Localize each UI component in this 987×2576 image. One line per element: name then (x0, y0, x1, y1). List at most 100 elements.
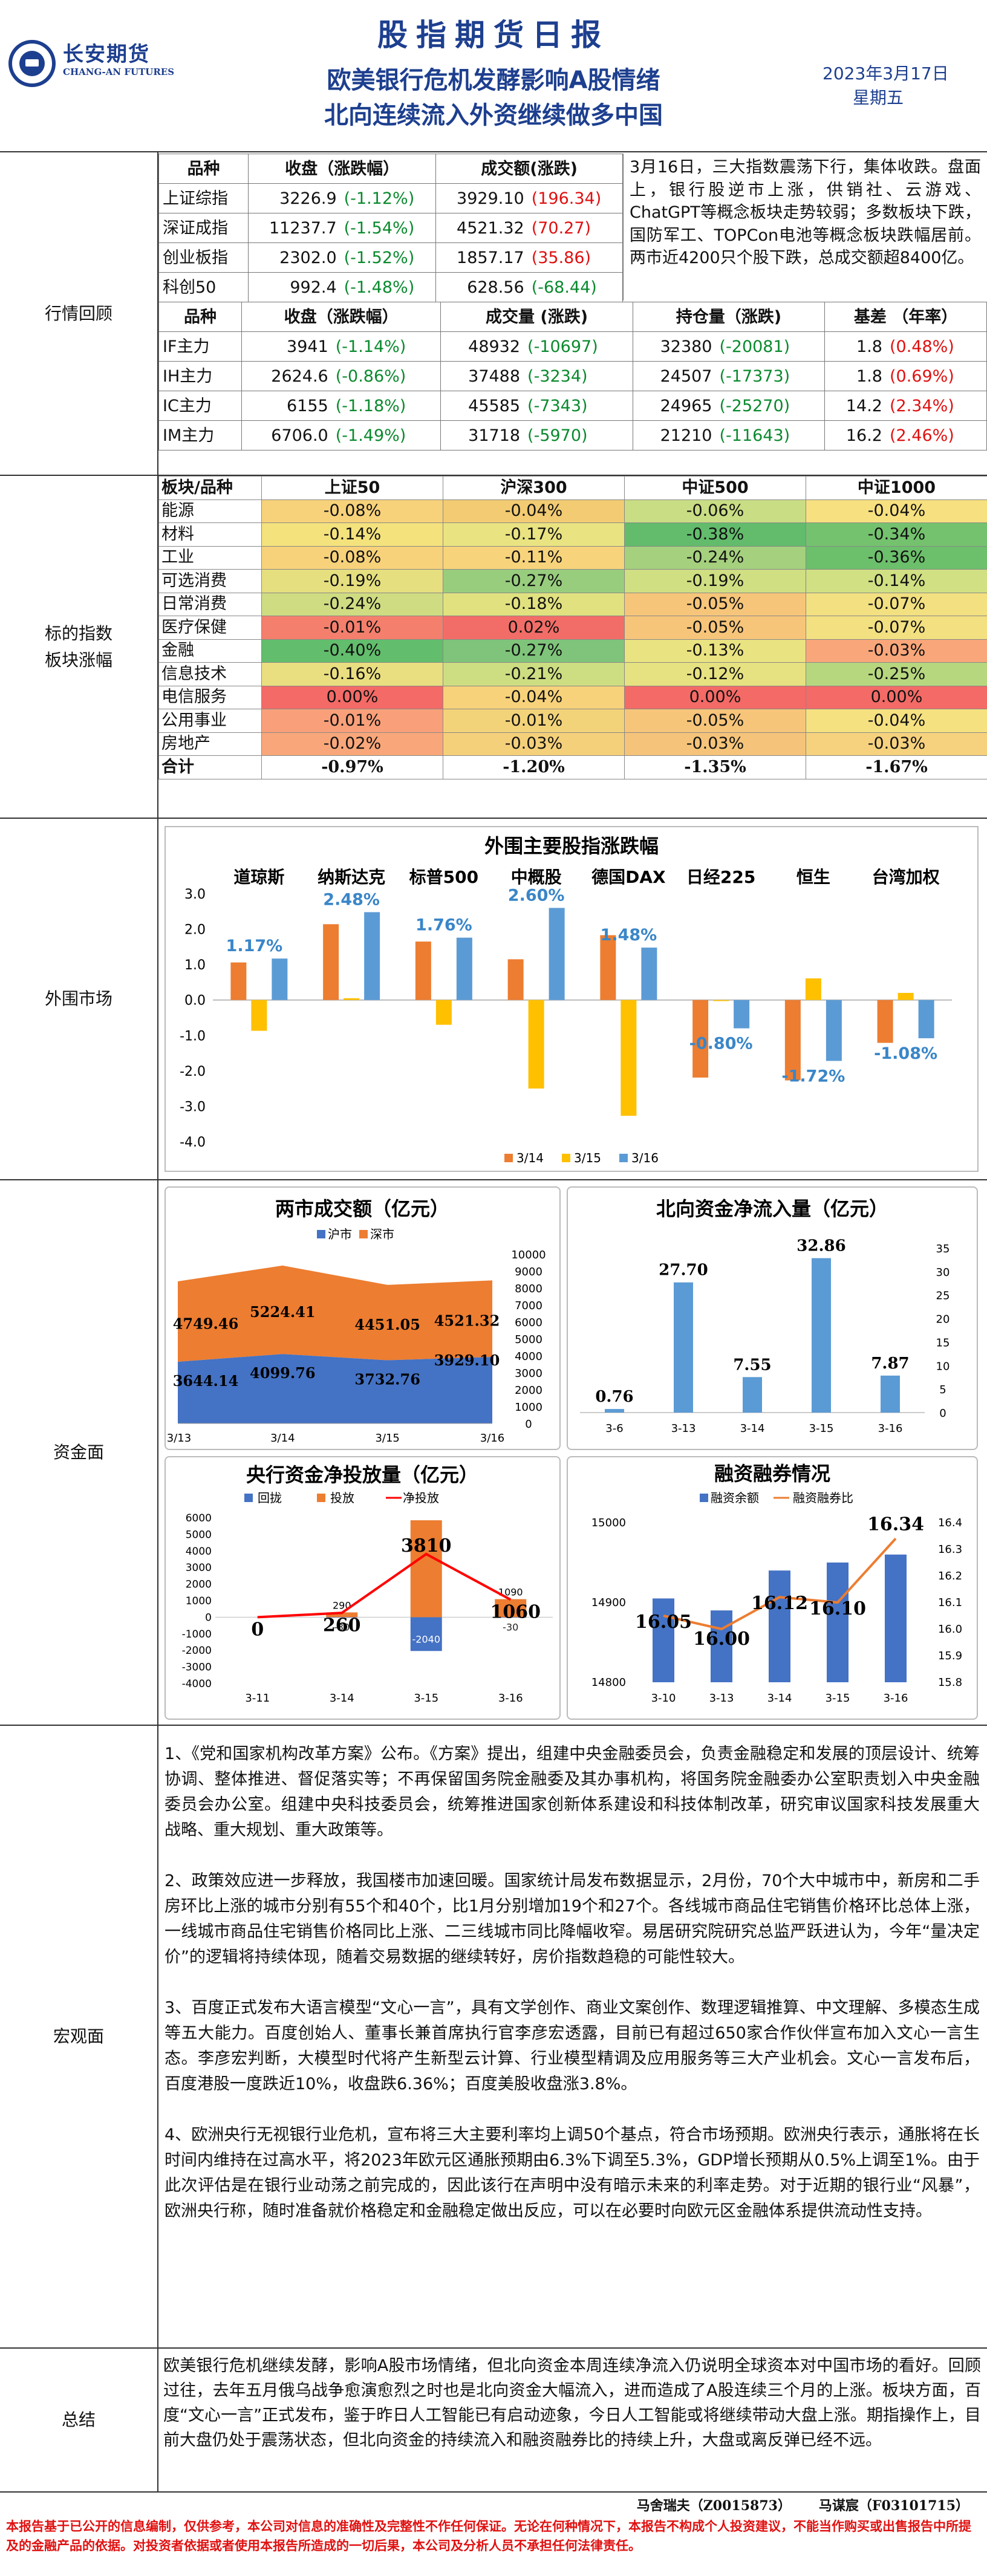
y-tick-label: 16.2 (938, 1570, 962, 1582)
data-label: 16.34 (867, 1514, 924, 1535)
bar-3/16 (456, 937, 472, 1000)
logo-icon (8, 40, 56, 87)
y-tick-label: 1000 (186, 1595, 212, 1607)
index-cell: 11237.7 (248, 213, 340, 243)
index-cell: 3929.10 (435, 183, 528, 213)
sector-cell: -0.11% (443, 545, 625, 570)
index-row: 创业板指 2302.0 (-1.52%) 1857.17 (35.86) (158, 242, 623, 273)
index-cell: (70.27) (527, 213, 623, 243)
bar-3/15 (251, 1000, 267, 1031)
bar-3/16 (641, 948, 657, 1000)
sector-cell: -0.21% (443, 662, 625, 686)
y-tick-label: 15000 (591, 1517, 626, 1529)
bar (605, 1409, 624, 1413)
macro-text: 1、《党和国家机构改革方案》公布。《方案》提出，组建中央金融委员会，负责金融稳定… (164, 1742, 980, 2224)
legend-swatch (359, 1230, 368, 1238)
data-label: 16.00 (693, 1628, 750, 1650)
summary-text: 欧美银行危机继续发酵，影响A股市场情绪，但北向资金本周连续净流入仍说明全球资本对… (163, 2356, 981, 2450)
index-cell: 科创50 (158, 272, 249, 302)
sector-cell: 金融 (158, 639, 262, 663)
sector-cell: -0.18% (443, 592, 625, 616)
futures-cell: (-0.86%) (331, 361, 441, 391)
legend-label: 沪市 (328, 1227, 352, 1241)
y-tick-label: 16.3 (938, 1543, 962, 1556)
futures-cell: (-10697) (524, 331, 633, 362)
bar-3/14 (784, 1000, 801, 1081)
x-tick-label: 3/14 (270, 1432, 295, 1445)
area-sz (178, 1265, 492, 1362)
futures-cell: IF主力 (158, 331, 243, 362)
report-weekday: 星期五 (853, 88, 904, 108)
sector-cell: -0.01% (261, 616, 443, 640)
bar-put (410, 1520, 442, 1618)
sector-cell: -0.24% (624, 545, 806, 570)
futures-cell: 32380 (632, 331, 716, 362)
data-label: 2.60% (508, 886, 565, 905)
data-label: -0.80% (689, 1035, 753, 1053)
x-tick-label: 3-13 (671, 1422, 696, 1435)
bar-back (495, 1617, 527, 1618)
pboc-chart: 央行资金净投放量（亿元） 回拢 投放 净投放 6000 5000 4000 3000 2000 1… (182, 1463, 553, 1705)
futures-cell: (-1.18%) (331, 391, 441, 421)
bar-put (495, 1599, 527, 1618)
bar (769, 1570, 790, 1682)
sector-cell: -0.03% (806, 639, 987, 663)
sector-cell: -0.04% (806, 499, 987, 523)
index-cell: 3226.9 (248, 183, 340, 213)
sector-cell: -0.27% (443, 569, 625, 593)
sector-cell: -0.03% (624, 732, 806, 756)
turnover-chart-box: 两市成交额（亿元） 沪市 深市 10000 9000 8000 7000 6000 5000 40… (164, 1186, 561, 1450)
legend-swatch (700, 1494, 708, 1502)
legend-swatch (317, 1494, 325, 1502)
legend-label: 3/16 (631, 1151, 659, 1165)
y-tick-label: 25 (936, 1290, 950, 1303)
data-label: 1.48% (601, 926, 657, 945)
sector-row: 公用事业 -0.01% -0.01% -0.05% -0.04% (158, 709, 987, 733)
bar-3/15 (528, 1000, 544, 1089)
section-label-review: 行情回顾 (0, 152, 158, 475)
y-tick-label: 4000 (186, 1546, 212, 1558)
y-tick-label: 7000 (515, 1299, 542, 1312)
y-tick-label: 6000 (186, 1512, 212, 1524)
index-cell: 4521.32 (435, 213, 528, 243)
sector-cell: 信息技术 (158, 662, 262, 686)
y-tick-label: -4.0 (180, 1135, 206, 1150)
sector-total-cell: -0.97% (261, 755, 443, 779)
category-label: 中概股 (511, 867, 562, 887)
data-label: 4521.32 (434, 1312, 500, 1330)
sector-cell: -0.16% (261, 662, 443, 686)
futures-header-cell: 基差 （年率） (824, 302, 987, 332)
sector-cell: -0.03% (806, 732, 987, 756)
bar (653, 1598, 674, 1682)
futures-cell: 1.8 (824, 331, 886, 362)
x-tick-label: 3/13 (167, 1432, 191, 1445)
index-row: 科创50 992.4 (-1.48%) 628.56 (-68.44) (158, 272, 623, 302)
logo-cn-text: 长安期货 (63, 42, 150, 67)
data-label: 4451.05 (354, 1316, 420, 1333)
category-label: 标普500 (409, 867, 478, 887)
sector-header-cell: 中证500 (624, 476, 806, 500)
analyst-names: 马舍瑞夫（Z0015873） 马谋宸（F03101715） (636, 2498, 969, 2514)
bar-3/15 (621, 1000, 637, 1116)
data-label: 16.12 (751, 1593, 808, 1614)
futures-cell: 24507 (632, 361, 716, 391)
index-cell: 1857.17 (435, 242, 528, 273)
index-cell: (-1.12%) (340, 183, 437, 213)
futures-cell: (-25270) (715, 391, 826, 421)
legend-label: 回拢 (258, 1491, 282, 1505)
data-label: -1.72% (781, 1067, 845, 1085)
sector-cell: 医疗保健 (158, 616, 262, 640)
sector-total-cell: 合计 (158, 755, 262, 779)
futures-cell: (-7343) (524, 391, 633, 421)
y-tick-label: 3000 (515, 1367, 542, 1380)
index-cell: (-1.52%) (340, 242, 437, 273)
data-label: 0 (251, 1619, 264, 1640)
sector-total-cell: -1.20% (443, 755, 625, 779)
index-row: 上证综指 3226.9 (-1.12%) 3929.10 (196.34) (158, 183, 623, 213)
futures-cell: 2624.6 (241, 361, 332, 391)
data-label: 3732.76 (354, 1370, 420, 1388)
sector-cell: -0.08% (261, 499, 443, 523)
y-tick-label: 3.0 (184, 887, 206, 902)
sector-row: 医疗保健 -0.01% 0.02% -0.05% -0.07% (158, 616, 987, 640)
